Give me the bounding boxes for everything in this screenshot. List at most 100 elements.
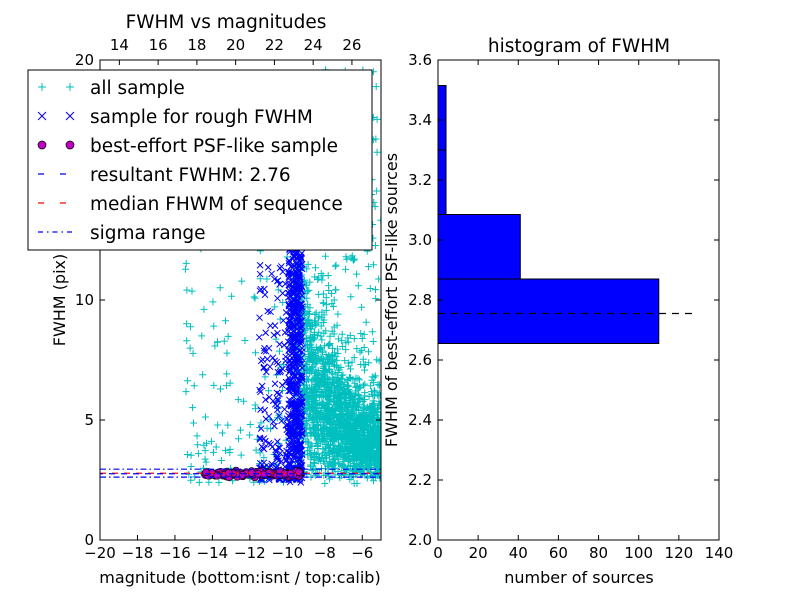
scatter-axis-ticks: −20 −18 −16 −14 −12 −10 −8 −6 0 5 10 20 14 16 18 20 22 24…	[75, 36, 381, 562]
rough-sample-point	[256, 459, 264, 467]
legend-marker-rough-sample	[65, 111, 75, 121]
scatter-plot-panel: −20 −18 −16 −14 −12 −10 −8 −6 0 5 10 20 14 16 18 20 22 24…	[27, 12, 382, 587]
all-sample-point	[326, 339, 334, 347]
rough-sample-point	[285, 387, 292, 395]
all-sample-point	[355, 418, 363, 426]
all-sample-point	[260, 454, 268, 462]
all-sample-point	[215, 478, 223, 486]
all-sample-point	[372, 83, 380, 91]
all-sample-point	[234, 396, 242, 404]
rough-sample-point	[286, 396, 293, 404]
all-sample-point	[372, 405, 380, 413]
all-sample-point	[326, 353, 334, 361]
scatter-y-axis-label: FWHM (pix)	[50, 254, 69, 347]
rough-sample-point	[295, 318, 303, 326]
rough-sample-point	[287, 383, 294, 391]
all-sample-point	[374, 423, 381, 431]
all-sample-point	[330, 296, 338, 304]
all-sample-point	[321, 252, 329, 260]
all-sample-point	[324, 400, 332, 408]
all-sample-point	[359, 449, 367, 457]
all-sample-point	[311, 322, 319, 330]
rough-sample-point	[288, 289, 296, 297]
rough-sample-point	[257, 388, 264, 396]
top-x-tick-label: 22	[265, 36, 284, 54]
rough-sample-point	[260, 285, 268, 293]
all-sample-point	[333, 321, 341, 329]
rough-sample-point	[285, 412, 292, 420]
all-sample-point	[331, 431, 339, 439]
hist-x-tick-label: 0	[433, 544, 443, 562]
all-sample-point	[307, 473, 315, 481]
all-sample-point	[363, 413, 371, 421]
all-sample-point	[332, 261, 340, 269]
all-sample-point	[222, 382, 230, 390]
all-sample-point	[340, 430, 348, 438]
all-sample-point	[342, 346, 350, 354]
all-sample-point	[376, 391, 381, 399]
hist-y-tick-label: 2.8	[408, 291, 432, 309]
all-sample-point	[366, 409, 374, 417]
top-x-tick-label: 24	[304, 36, 323, 54]
all-sample-point	[370, 386, 378, 394]
all-sample-point	[322, 351, 330, 359]
all-sample-point	[361, 361, 369, 369]
all-sample-point	[310, 408, 318, 416]
all-sample-point	[363, 403, 371, 411]
rough-sample-point	[266, 363, 274, 371]
all-sample-point	[361, 396, 369, 404]
all-sample-point	[228, 292, 236, 300]
all-sample-point	[187, 476, 195, 484]
top-x-tick-label: 26	[342, 36, 361, 54]
rough-sample-point	[286, 281, 294, 289]
all-sample-point	[207, 437, 215, 445]
all-sample-point	[201, 447, 209, 455]
all-sample-point	[348, 358, 356, 366]
all-sample-point	[373, 148, 381, 156]
rough-sample-point	[257, 406, 264, 413]
all-sample-point	[276, 315, 284, 323]
all-sample-point	[205, 478, 213, 486]
all-sample-point	[318, 391, 326, 399]
rough-sample-point	[281, 280, 289, 288]
rough-sample-point	[274, 329, 281, 337]
rough-sample-point	[260, 364, 268, 372]
all-sample-point	[345, 453, 353, 461]
all-sample-point	[370, 477, 378, 485]
all-sample-point	[200, 305, 208, 313]
all-sample-point	[325, 384, 333, 392]
all-sample-point	[312, 309, 320, 317]
all-sample-point	[307, 461, 315, 469]
all-sample-point	[356, 436, 364, 444]
rough-sample-point	[274, 395, 281, 403]
legend-marker-rough-sample	[37, 111, 47, 121]
all-sample-point	[317, 388, 325, 396]
all-sample-point	[321, 371, 329, 379]
all-sample-point	[361, 418, 369, 426]
rough-sample-point	[277, 457, 285, 465]
all-sample-point	[320, 316, 328, 324]
all-sample-point	[308, 346, 316, 354]
all-sample-point	[352, 374, 360, 382]
histogram-bar	[438, 278, 660, 344]
rough-sample-point	[296, 440, 304, 448]
rough-sample-point	[274, 438, 281, 445]
all-sample-point	[320, 457, 327, 465]
all-sample-point	[183, 337, 191, 345]
all-sample-point	[226, 379, 234, 387]
all-sample-point	[330, 330, 338, 338]
all-sample-point	[304, 260, 312, 268]
hist-x-tick-label: 60	[549, 544, 568, 562]
rough-sample-point	[296, 347, 303, 355]
all-sample-point	[326, 332, 334, 340]
rough-sample-point	[295, 262, 303, 270]
rough-sample-point	[296, 401, 304, 409]
all-sample-point	[322, 444, 330, 452]
all-sample-point	[235, 435, 243, 443]
rough-sample-point	[288, 419, 296, 427]
rough-sample-point	[296, 257, 304, 265]
all-sample-point	[366, 285, 374, 293]
all-sample-point	[342, 339, 350, 347]
all-sample-point	[357, 329, 365, 337]
all-sample-point	[331, 286, 339, 294]
